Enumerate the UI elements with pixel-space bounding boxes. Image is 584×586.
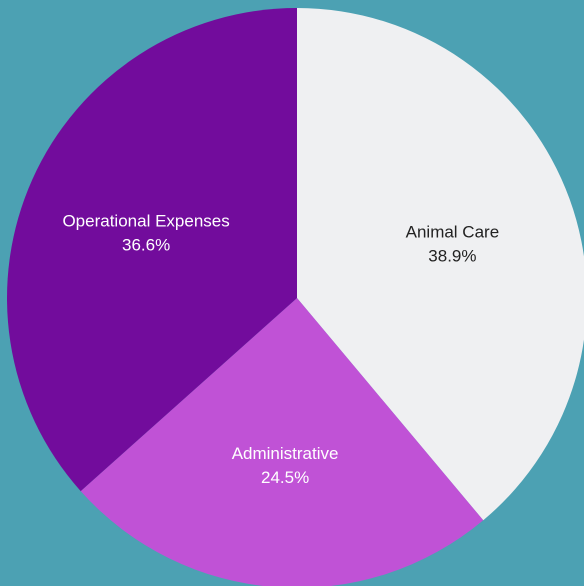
pie-slice-animal-care: [297, 8, 584, 521]
slice-label-name: Animal Care: [406, 223, 500, 242]
pie-slices: [7, 8, 584, 586]
slice-label-percent: 38.9%: [428, 247, 476, 266]
slice-label-percent: 24.5%: [261, 468, 309, 487]
pie-labels: Animal Care 38.9% Administrative 24.5% Opera…: [62, 212, 499, 487]
slice-label-name: Administrative: [232, 444, 339, 463]
pie-slice-operational-expenses: [7, 8, 298, 492]
slice-label-percent: 36.6%: [122, 236, 170, 255]
slice-label-name: Operational Expenses: [62, 212, 229, 231]
pie-slice-administrative: [80, 298, 484, 586]
